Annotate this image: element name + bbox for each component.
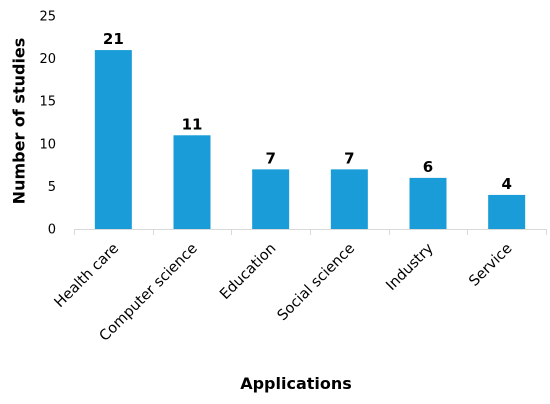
y-axis-ticks: 0 5 10 15 20 25 xyxy=(39,10,56,238)
y-axis-title: Number of studies xyxy=(10,38,29,205)
data-label: 11 xyxy=(182,115,203,133)
data-label: 21 xyxy=(103,30,124,48)
x-axis-tick-marks xyxy=(74,229,547,235)
bar xyxy=(330,169,368,229)
data-label: 7 xyxy=(344,149,354,167)
y-tick-label: 10 xyxy=(39,137,56,152)
bar xyxy=(94,50,132,229)
y-tick-label: 25 xyxy=(39,10,56,25)
bar xyxy=(173,135,211,229)
category-label: Social science xyxy=(275,240,359,324)
data-labels: 21 11 7 7 6 4 xyxy=(103,30,512,193)
y-tick-label: 5 xyxy=(48,180,56,195)
y-tick-label: 0 xyxy=(48,223,56,238)
data-label: 7 xyxy=(265,149,275,167)
y-tick-label: 20 xyxy=(39,52,56,67)
bar xyxy=(488,194,526,229)
category-label: Education xyxy=(217,241,279,303)
data-label: 6 xyxy=(423,158,433,176)
category-label: Service xyxy=(466,240,515,289)
bar xyxy=(252,169,290,229)
bar xyxy=(409,177,447,229)
data-label: 4 xyxy=(501,175,511,193)
category-label: Health care xyxy=(52,240,123,311)
y-tick-label: 15 xyxy=(39,95,56,110)
bars xyxy=(94,50,526,229)
x-axis-title: Applications xyxy=(240,374,352,393)
category-label: Industry xyxy=(383,240,437,294)
